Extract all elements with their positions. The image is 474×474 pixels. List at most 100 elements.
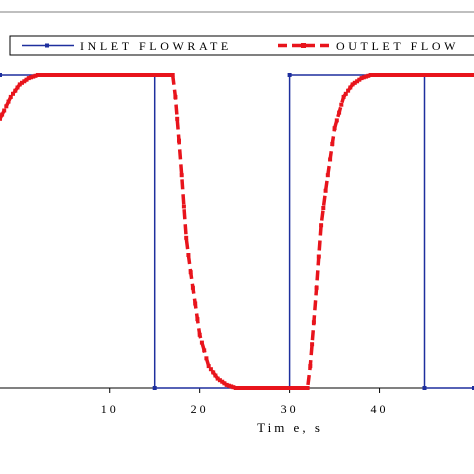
series-point-outlet-flow — [328, 157, 333, 162]
series-point-inlet-flowrate — [472, 386, 474, 390]
series-point-outlet-flow — [105, 73, 110, 77]
series-point-outlet-flow — [256, 386, 261, 390]
series-point-outlet-flow — [0, 112, 5, 117]
series-point-outlet-flow — [296, 386, 301, 390]
series-point-outlet-flow — [424, 73, 429, 77]
series-point-outlet-flow — [429, 73, 434, 77]
x-axis-ticks: 10 20 30 40 — [101, 388, 386, 416]
series-point-outlet-flow — [386, 73, 391, 77]
series-point-outlet-flow — [361, 75, 366, 80]
series-point-outlet-flow — [20, 80, 24, 85]
series-group — [0, 73, 474, 390]
series-point-outlet-flow — [49, 73, 54, 77]
series-point-outlet-flow — [458, 73, 463, 77]
series-point-outlet-flow — [305, 386, 310, 390]
series-point-outlet-flow — [276, 386, 281, 390]
series-point-outlet-flow — [31, 74, 36, 79]
series-point-outlet-flow — [98, 73, 103, 77]
series-point-outlet-flow — [137, 73, 141, 77]
series-point-outlet-flow — [311, 320, 316, 325]
series-point-outlet-flow — [119, 73, 123, 77]
series-point-outlet-flow — [409, 73, 413, 77]
series-point-outlet-flow — [364, 74, 369, 79]
series-point-outlet-flow — [283, 386, 288, 390]
series-point-outlet-flow — [204, 356, 209, 361]
series-point-outlet-flow — [422, 73, 427, 77]
series-point-outlet-flow — [323, 188, 328, 193]
series-point-outlet-flow — [197, 332, 202, 337]
series-point-outlet-flow — [449, 73, 454, 77]
series-point-outlet-flow — [6, 99, 11, 104]
series-point-outlet-flow — [4, 104, 9, 109]
series-point-outlet-flow — [195, 317, 200, 322]
series-point-outlet-flow — [301, 386, 306, 390]
series-point-outlet-flow — [92, 73, 96, 77]
series-point-outlet-flow — [330, 141, 335, 146]
series-point-outlet-flow — [402, 73, 407, 77]
series-point-outlet-flow — [42, 73, 47, 77]
series-point-outlet-flow — [83, 73, 87, 77]
series-inlet-flowrate — [0, 73, 474, 390]
series-point-outlet-flow — [433, 73, 438, 77]
x-tick-label-2: 30 — [281, 402, 299, 416]
legend: INLET FLOWRATE OUTLET FLOW — [9, 35, 474, 56]
series-point-outlet-flow — [143, 73, 148, 77]
series-point-outlet-flow — [382, 73, 387, 77]
series-point-outlet-flow — [146, 73, 150, 77]
series-point-outlet-flow — [406, 73, 411, 77]
series-point-outlet-flow — [186, 253, 191, 257]
series-point-outlet-flow — [337, 110, 342, 115]
series-line-inlet-flowrate — [0, 74, 474, 389]
series-point-outlet-flow — [440, 73, 445, 77]
series-point-outlet-flow — [116, 73, 121, 77]
series-point-outlet-flow — [65, 73, 69, 77]
series-point-outlet-flow — [193, 301, 198, 306]
series-point-outlet-flow — [177, 138, 181, 143]
series-point-outlet-flow — [472, 73, 474, 77]
series-point-outlet-flow — [370, 73, 375, 77]
series-point-outlet-flow — [150, 73, 155, 77]
series-point-outlet-flow — [229, 384, 234, 389]
series-point-outlet-flow — [71, 73, 76, 77]
series-point-outlet-flow — [132, 73, 137, 77]
series-point-outlet-flow — [123, 73, 128, 77]
series-point-outlet-flow — [74, 73, 78, 77]
series-point-outlet-flow — [355, 79, 360, 84]
series-point-outlet-flow — [294, 386, 299, 390]
series-point-outlet-flow — [436, 73, 440, 77]
series-point-outlet-flow — [247, 386, 252, 390]
series-point-outlet-flow — [44, 73, 49, 77]
series-point-outlet-flow — [38, 73, 42, 77]
series-point-outlet-flow — [368, 73, 373, 77]
series-point-outlet-flow — [411, 73, 416, 77]
series-point-outlet-flow — [269, 386, 274, 390]
series-point-outlet-flow — [332, 126, 337, 131]
series-point-outlet-flow — [325, 173, 330, 178]
series-point-outlet-flow — [60, 73, 65, 77]
series-point-outlet-flow — [298, 386, 303, 390]
series-point-outlet-flow — [427, 73, 431, 77]
series-point-outlet-flow — [431, 73, 436, 77]
series-line-outlet-flow — [0, 73, 474, 390]
series-point-outlet-flow — [420, 73, 425, 77]
series-point-outlet-flow — [213, 373, 218, 378]
series-point-outlet-flow — [451, 73, 456, 77]
series-point-outlet-flow — [235, 386, 240, 390]
series-point-outlet-flow — [157, 73, 162, 77]
series-point-outlet-flow — [415, 73, 420, 77]
series-point-outlet-flow — [249, 386, 254, 390]
series-point-outlet-flow — [0, 116, 2, 121]
series-point-outlet-flow — [110, 73, 114, 77]
series-point-outlet-flow — [166, 73, 171, 77]
series-point-outlet-flow — [22, 79, 27, 84]
series-point-outlet-flow — [107, 73, 112, 77]
series-point-outlet-flow — [231, 385, 236, 390]
legend-inlet-label: INLET FLOWRATE — [80, 39, 232, 53]
series-point-outlet-flow — [377, 73, 382, 77]
series-point-outlet-flow — [308, 364, 313, 369]
series-point-outlet-flow — [53, 73, 58, 77]
series-point-outlet-flow — [29, 75, 33, 80]
series-outlet-flow — [0, 73, 474, 390]
series-point-outlet-flow — [460, 73, 465, 77]
